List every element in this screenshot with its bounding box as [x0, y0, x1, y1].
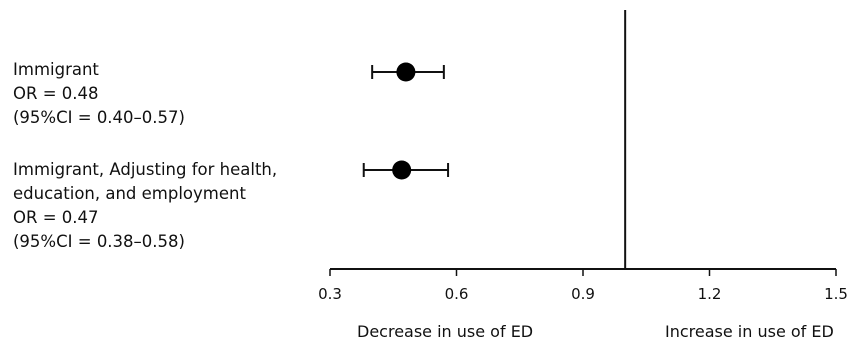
caption-increase: Increase in use of ED: [665, 322, 834, 341]
x-tick-label: 1.2: [698, 285, 722, 303]
row-label-line: OR = 0.47: [13, 208, 99, 227]
point-estimate: [396, 62, 416, 82]
row-label-line: (95%CI = 0.38–0.58): [13, 232, 185, 251]
row-label-line: OR = 0.48: [13, 84, 99, 103]
row-label-line: (95%CI = 0.40–0.57): [13, 108, 185, 127]
x-tick-label: 0.3: [318, 285, 342, 303]
row-label-immigrant-adjusted: Immigrant, Adjusting for health, educati…: [13, 158, 277, 254]
caption-decrease: Decrease in use of ED: [357, 322, 533, 341]
x-tick-label: 0.6: [445, 285, 469, 303]
point-estimate: [392, 160, 412, 180]
row-label-line: Immigrant: [13, 60, 99, 79]
row-label-immigrant: Immigrant OR = 0.48 (95%CI = 0.40–0.57): [13, 58, 185, 130]
plot-area: 0.3 0.6 0.9 1.2 1.5: [318, 10, 848, 303]
row-label-line: Immigrant, Adjusting for health,: [13, 160, 278, 179]
x-tick-label: 1.5: [824, 285, 848, 303]
x-tick-label: 0.9: [571, 285, 595, 303]
row-label-line: education, and employment: [13, 184, 246, 203]
